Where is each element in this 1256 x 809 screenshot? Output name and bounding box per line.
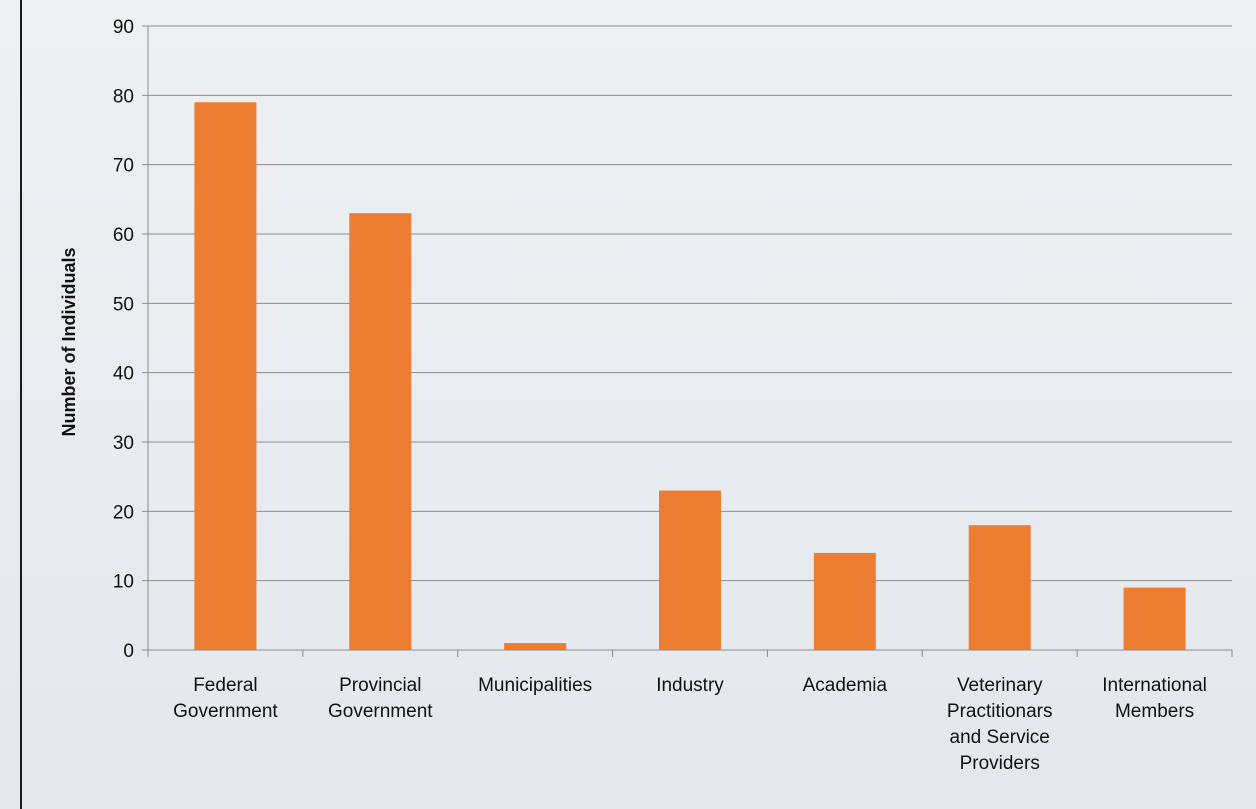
bar (813, 552, 876, 650)
bar (349, 213, 412, 650)
x-category-label: Municipalities (478, 675, 592, 696)
x-category-label: Academia (803, 675, 888, 696)
y-tick-label: 80 (113, 86, 134, 107)
x-category-label: International Members (1102, 675, 1207, 722)
y-tick-labels: 0 10 20 30 40 50 60 70 80 90 (113, 17, 134, 662)
x-category-label: Industry (656, 675, 724, 696)
y-tick-label: 20 (113, 502, 134, 523)
y-tick-label: 10 (113, 572, 134, 593)
left-border-line (20, 0, 22, 809)
y-tick-label: 90 (113, 17, 134, 38)
bar (504, 643, 567, 650)
y-tick-label: 30 (113, 433, 134, 454)
bar (194, 102, 257, 651)
y-axis-title: Number of Individuals (59, 247, 79, 436)
bars (194, 102, 1186, 651)
x-category-labels: Federal Government Provincial Government Mun… (173, 675, 1207, 774)
gridlines (148, 25, 1232, 582)
bar (659, 490, 721, 650)
x-category-label: Federal Government (173, 675, 278, 722)
axes (142, 25, 1233, 657)
y-tick-label: 0 (123, 641, 134, 662)
y-tick-label: 50 (113, 294, 134, 315)
y-tick-label: 70 (113, 156, 134, 177)
x-category-label: Veterinary Practitionars and Service Provid… (947, 675, 1053, 774)
x-category-label: Provincial Government (328, 675, 433, 722)
y-tick-label: 60 (113, 225, 134, 246)
y-tick-label: 40 (113, 364, 134, 385)
bar (968, 525, 1031, 650)
bar (1123, 587, 1186, 650)
